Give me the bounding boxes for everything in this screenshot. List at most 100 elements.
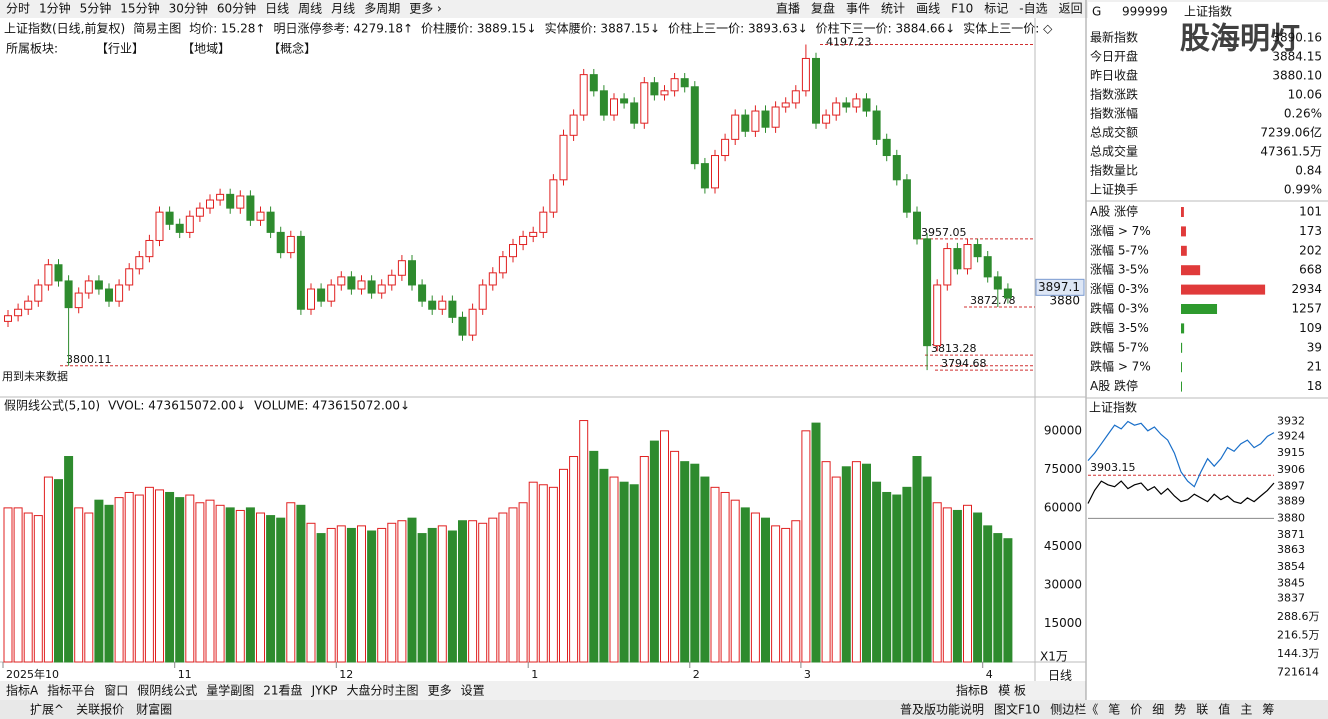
volume-bar xyxy=(266,515,276,663)
toolbar-button[interactable]: 标记 xyxy=(984,2,1008,16)
mini-tick: 3906 xyxy=(1277,463,1305,476)
volume-bar xyxy=(155,489,164,663)
breadth-label: 涨幅 > 7% xyxy=(1090,223,1151,238)
candle-body xyxy=(266,211,275,233)
toolbar-button[interactable]: 返回 xyxy=(1059,2,1083,16)
quote-label: 指数涨幅 xyxy=(1090,106,1138,121)
toolbar-button[interactable]: 60分钟 xyxy=(217,1,256,16)
mark: G xyxy=(1092,5,1101,19)
tab[interactable]: 21看盘 xyxy=(263,683,302,698)
status-button[interactable]: 细 xyxy=(1152,703,1164,717)
candle-body xyxy=(377,284,386,294)
status-button[interactable]: 势 xyxy=(1174,703,1186,717)
breadth-bar xyxy=(1181,284,1266,295)
status-button[interactable]: 财富圈 xyxy=(136,702,172,717)
toolbar-button[interactable]: 统计 xyxy=(881,2,905,16)
volume-bar xyxy=(811,422,821,663)
x-tick-label: 2025年10 xyxy=(6,667,59,681)
candle-body xyxy=(630,102,639,124)
toolbar-button[interactable]: 直播 xyxy=(776,2,800,16)
mini-tick: 3889 xyxy=(1277,495,1305,508)
toolbar-button[interactable]: 更多 › xyxy=(409,2,442,16)
info-item: 实体腰价: 3887.15↓ xyxy=(545,21,661,36)
candle-body xyxy=(690,86,699,165)
breadth-bar xyxy=(1181,245,1187,256)
volume-bar xyxy=(458,520,467,663)
tab[interactable]: 指标平台 xyxy=(47,683,95,698)
toolbar-button[interactable]: 30分钟 xyxy=(169,1,208,16)
status-button[interactable]: 关联报价 xyxy=(76,702,124,717)
status-button[interactable]: 筹 xyxy=(1262,703,1274,717)
volume-bar xyxy=(488,517,498,663)
toolbar-button[interactable]: 15分钟 xyxy=(120,1,159,16)
tab[interactable]: 设置 xyxy=(461,684,485,698)
toolbar-button[interactable]: 周线 xyxy=(298,2,322,16)
mini-tick: 3837 xyxy=(1277,592,1305,605)
mini-volume-tick: 216.5万 xyxy=(1277,629,1320,642)
status-button[interactable]: 普及版功能说明 xyxy=(900,702,984,717)
toolbar-button[interactable]: -自选 xyxy=(1019,2,1047,16)
volume-bar xyxy=(821,461,831,663)
candle-body xyxy=(731,114,740,140)
volume-bar xyxy=(84,512,94,663)
tab[interactable]: 指标B xyxy=(956,683,988,698)
tab[interactable]: 量学副图 xyxy=(206,683,254,698)
tab[interactable]: 假阴线公式 xyxy=(137,684,197,698)
tab[interactable]: JYKP xyxy=(311,684,338,698)
candle-body xyxy=(610,98,618,116)
sector-item: 【概念】 xyxy=(268,41,316,56)
candle-body xyxy=(801,57,810,92)
candle-body xyxy=(660,90,669,96)
x-tick-label: 1 xyxy=(531,668,538,681)
status-button[interactable]: 联 xyxy=(1196,703,1208,717)
mini-line xyxy=(1087,420,1275,488)
status-button[interactable]: 主 xyxy=(1240,703,1252,717)
tab[interactable]: 大盘分时主图 xyxy=(347,683,419,698)
volume-bar xyxy=(710,486,720,663)
status-button[interactable]: 扩展^ xyxy=(30,703,64,717)
status-button[interactable]: 值 xyxy=(1218,702,1230,717)
tab[interactable]: 窗口 xyxy=(104,684,128,698)
tab[interactable]: 指标A xyxy=(6,683,39,698)
toolbar-button[interactable]: 分时 xyxy=(6,2,30,16)
toolbar-button[interactable]: 月线 xyxy=(331,2,355,16)
y-tick-label: 45000 xyxy=(1044,539,1082,553)
status-button[interactable]: 图文F10 xyxy=(994,702,1040,717)
cursor-value: 3897.1 xyxy=(1038,280,1080,294)
toolbar-button[interactable]: 事件 xyxy=(846,2,870,16)
toolbar-button[interactable]: 多周期 xyxy=(364,2,400,16)
volume-bar xyxy=(912,456,922,663)
volume-bar xyxy=(750,512,760,663)
note: 用到未来数据 xyxy=(2,369,68,383)
volume-bar xyxy=(841,466,851,663)
volume-bar xyxy=(3,507,13,663)
quote-label: 总成交额 xyxy=(1090,125,1138,140)
toolbar-button[interactable]: 日线 xyxy=(265,2,289,16)
candle-body xyxy=(286,235,295,254)
candle-body xyxy=(711,155,719,189)
candle-body xyxy=(670,78,679,92)
candle-body xyxy=(933,284,942,347)
watermark: 股海明灯 xyxy=(1180,22,1300,57)
toolbar-button[interactable]: F10 xyxy=(951,2,973,16)
quote-value: 10.06 xyxy=(1288,88,1322,102)
candle-body xyxy=(761,110,770,128)
status-button[interactable]: 侧边栏《 xyxy=(1050,702,1098,717)
volume-bar xyxy=(215,504,225,663)
candle-body xyxy=(317,288,326,302)
toolbar-button[interactable]: 1分钟 xyxy=(39,1,71,16)
status-button[interactable]: 价 xyxy=(1130,703,1142,717)
breadth-label: 涨幅 3-5% xyxy=(1090,262,1149,277)
candle-body xyxy=(680,78,689,88)
unit-label: X1万 xyxy=(1040,650,1068,664)
status-button[interactable]: 笔 xyxy=(1108,702,1120,717)
candle-body xyxy=(771,106,780,128)
candle-body xyxy=(387,274,396,286)
tab[interactable]: 模 板 xyxy=(998,684,1026,698)
toolbar-button[interactable]: 画线 xyxy=(916,2,940,16)
info-item: 价柱下三一价: 3884.66↓ xyxy=(816,21,956,36)
quote-value: 3890.16 xyxy=(1272,31,1322,45)
tab[interactable]: 更多 xyxy=(428,684,452,698)
toolbar-button[interactable]: 复盘 xyxy=(811,1,835,16)
toolbar-button[interactable]: 5分钟 xyxy=(80,1,112,16)
